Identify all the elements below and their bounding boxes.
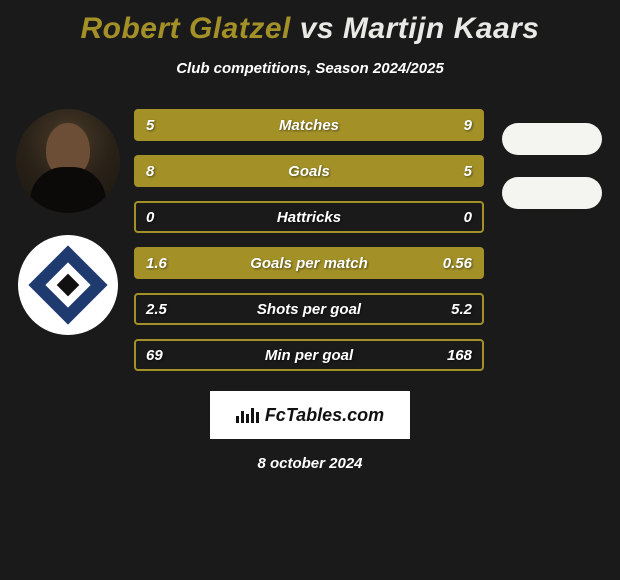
stat-right-value: 9 bbox=[432, 117, 472, 134]
stat-label: Shots per goal bbox=[257, 301, 361, 318]
stat-right-value: 0.56 bbox=[432, 255, 472, 272]
title-player-right: Martijn Kaars bbox=[343, 12, 540, 45]
stat-bar: 5 Matches 9 bbox=[134, 109, 484, 141]
club-logo bbox=[18, 235, 118, 335]
stat-label: Goals per match bbox=[250, 255, 368, 272]
stat-left-value: 1.6 bbox=[146, 255, 186, 272]
page-title: Robert Glatzel vs Martijn Kaars bbox=[0, 0, 620, 46]
stat-right-value: 0 bbox=[432, 209, 472, 226]
stat-right-value: 168 bbox=[432, 347, 472, 364]
club-logo-diamond bbox=[28, 245, 107, 324]
stat-left-value: 69 bbox=[146, 347, 186, 364]
stat-bar: 8 Goals 5 bbox=[134, 155, 484, 187]
left-column bbox=[8, 109, 128, 385]
stats-column: 5 Matches 9 8 Goals 5 0 Hattricks 0 1.6 Goals per … bbox=[128, 109, 492, 385]
title-vs: vs bbox=[300, 12, 343, 45]
right-column bbox=[492, 109, 612, 385]
stat-label: Min per goal bbox=[265, 347, 353, 364]
branding-badge: FcTables.com bbox=[210, 391, 410, 439]
stat-label: Matches bbox=[279, 117, 339, 134]
player-photo bbox=[16, 109, 120, 213]
stat-bar: 0 Hattricks 0 bbox=[134, 201, 484, 233]
content-row: 5 Matches 9 8 Goals 5 0 Hattricks 0 1.6 Goals per … bbox=[0, 109, 620, 385]
stat-bar: 1.6 Goals per match 0.56 bbox=[134, 247, 484, 279]
stat-left-value: 8 bbox=[146, 163, 186, 180]
stat-left-value: 0 bbox=[146, 209, 186, 226]
stat-right-value: 5.2 bbox=[432, 301, 472, 318]
stat-bar: 2.5 Shots per goal 5.2 bbox=[134, 293, 484, 325]
opponent-photo-placeholder bbox=[502, 123, 602, 155]
date-text: 8 october 2024 bbox=[0, 455, 620, 472]
stat-label: Hattricks bbox=[277, 209, 341, 226]
stat-right-value: 5 bbox=[432, 163, 472, 180]
opponent-logo-placeholder bbox=[502, 177, 602, 209]
stat-left-value: 2.5 bbox=[146, 301, 186, 318]
branding-text: FcTables.com bbox=[265, 405, 384, 426]
title-player-left: Robert Glatzel bbox=[80, 12, 290, 45]
stat-bar: 69 Min per goal 168 bbox=[134, 339, 484, 371]
branding-bars-icon bbox=[236, 408, 259, 423]
stat-left-value: 5 bbox=[146, 117, 186, 134]
stat-label: Goals bbox=[288, 163, 330, 180]
subtitle: Club competitions, Season 2024/2025 bbox=[0, 60, 620, 77]
